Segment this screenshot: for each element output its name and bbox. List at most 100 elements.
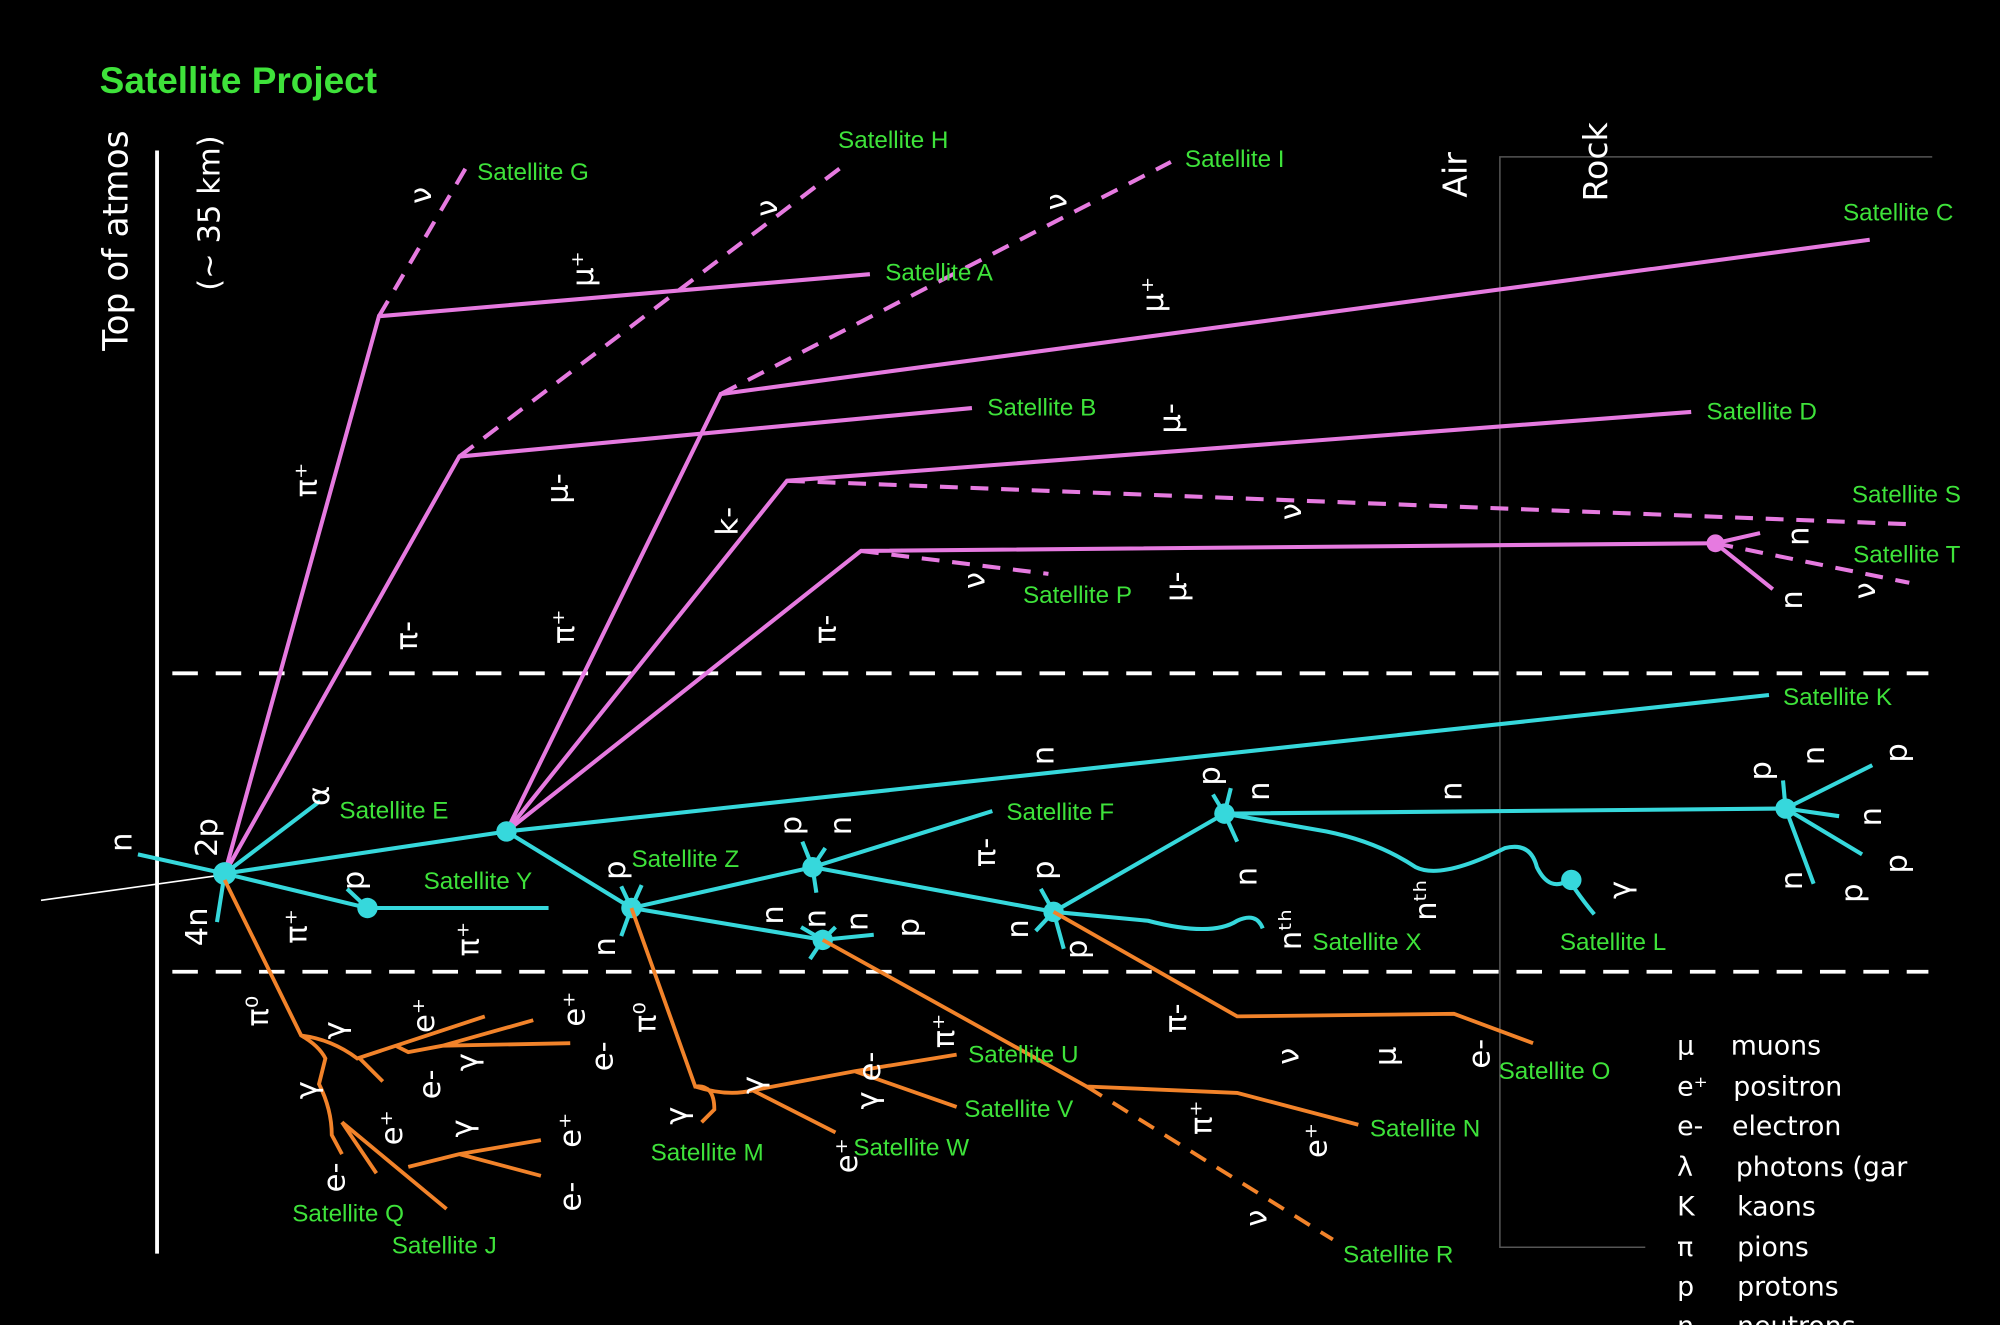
particle-track [1043,901,1064,923]
particle-labels: ν ν ν μ⁺ μ⁺ μ- μ- μ- π⁺ π- π⁺ k- π- ν ν … [105,187,1915,1227]
particle-label: 4n [180,907,215,946]
particle-label: α [302,786,337,806]
satellite-z-label: Satellite Z [631,846,739,873]
particle-label: p [1743,761,1778,780]
particle-label: γ [1603,881,1638,899]
track-to-e-vertex [224,829,507,876]
track-n-lower [1714,541,1775,591]
particle-label: n [840,912,875,931]
particle-label: e- [553,1182,588,1212]
particle-track [213,862,237,886]
particle-label: ν [958,572,993,589]
particle-label: γ [445,1119,480,1137]
legend-meaning: neutrons [1737,1311,1856,1325]
satellite-h-label: Satellite H [838,127,948,154]
particle-label: γ [851,1091,886,1109]
particle-label: π⁺ [279,909,314,944]
particle-label: e⁺ [1299,1123,1334,1158]
particle-label: π⁺ [451,922,486,957]
particle-label: p [598,861,633,880]
particle-label: γ [659,1107,694,1125]
legend-symbol: λ [1677,1152,1693,1183]
particle-label: μ⁺ [566,251,601,287]
particle-label: μ- [541,473,576,504]
particle-label: n [1435,781,1470,800]
satellite-r-label: Satellite R [1343,1242,1453,1269]
particle-track [340,1120,542,1211]
satellite-b-label: Satellite B [987,395,1096,422]
particle-label: n [1854,807,1889,826]
altitude-label: (~ 35 km) [193,135,228,290]
legend-meaning: positron [1733,1071,1842,1102]
particle-label: ν [1274,503,1309,520]
legend-symbol: e- [1677,1111,1703,1142]
particle-label: n [1001,919,1036,938]
track-nu-h [458,160,850,459]
legend-symbol: π [1677,1232,1693,1263]
particle-track [1085,1084,1334,1242]
particle-label: π⁰ [629,1002,664,1033]
legend-meaning: photons (gar [1736,1152,1907,1183]
legend-meaning: electron [1732,1111,1841,1142]
track-n-to-k [506,692,1770,834]
top-of-atmos-label: Top of atmos [97,130,137,351]
particle-label: π⁺ [927,1014,962,1049]
particle-track [812,806,1786,914]
particle-track [1053,909,1265,932]
rock-region-frame [1499,156,1933,1248]
particle-label: π- [1159,1003,1194,1032]
satellite-i-label: Satellite I [1185,146,1285,173]
satellite-m-label: Satellite M [651,1139,764,1166]
satellite-n-label: Satellite N [1370,1115,1480,1142]
particle-label: μ [1368,1047,1403,1066]
particle-label: p [1835,883,1870,902]
particle-label: n [1775,871,1810,890]
particle-track [1561,869,1582,891]
satellite-a-label: Satellite A [885,260,994,287]
particle-label: π- [390,621,425,650]
satellite-v-label: Satellite V [964,1096,1074,1123]
legend-meaning: kaons [1737,1191,1816,1222]
satellite-u-label: Satellite U [968,1041,1078,1068]
particle-label: n [798,909,833,928]
particle-label: π⁺ [547,609,582,644]
particle-label: μ⁺ [1136,277,1171,313]
particle-track [1052,910,1534,1045]
particle-label: ν [1039,193,1074,210]
satellite-q-label: Satellite Q [292,1201,404,1228]
particle-track [1780,763,1874,885]
track-n-incoming [137,852,226,876]
legend-meaning: protons [1737,1272,1839,1303]
satellite-s-label: Satellite S [1852,481,1961,508]
particle-label: π⁺ [1185,1100,1220,1135]
legend-symbol: e⁺ [1677,1071,1708,1102]
track-alpha [223,799,322,876]
track-nu-t [1715,541,1910,585]
track-nu-s [786,478,1907,527]
particle-label: γ [736,1076,771,1094]
legend-symbol: μ [1677,1031,1694,1062]
particle-label: ν [750,200,785,217]
particle-label: e⁺ [557,992,592,1027]
particle-label: 2p [190,818,225,857]
particle-track [821,938,1359,1127]
decay-vertex-t [1706,534,1725,553]
particle-label: γ [318,1021,353,1039]
particle-label: e- [413,1069,448,1099]
particle-label: p [891,918,926,937]
satellite-e-label: Satellite E [339,798,448,825]
particle-label: n [1242,781,1277,800]
satellite-o-label: Satellite O [1499,1058,1611,1085]
particle-label: nᵗʰ [1274,909,1309,950]
particle-track [496,821,517,842]
particle-label: ν [1848,582,1883,599]
particle-track [340,1121,378,1175]
rock-label: Rock [1576,121,1615,201]
particle-label: e- [853,1052,888,1082]
particle-label: γ [450,1053,485,1071]
particle-label: p [1060,940,1095,959]
particle-track [812,929,833,951]
particle-label: e- [318,1162,353,1192]
particle-label: p [774,816,809,835]
